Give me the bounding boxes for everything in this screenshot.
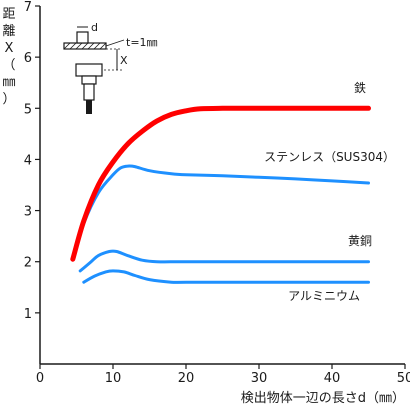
x-tick-label: 50 (397, 371, 410, 386)
x-tick-label: 30 (251, 371, 268, 386)
y-axis-label-char: 離 (2, 24, 15, 39)
y-axis-label-char: 距 (2, 7, 15, 22)
d-label: d (91, 21, 98, 34)
series-line-1 (71, 164, 370, 261)
x-tick-label: 10 (105, 371, 122, 386)
series-label-3: アルミニウム (288, 289, 360, 303)
series-label-0: 鉄 (354, 80, 366, 95)
x-axis-label: 検出物体一辺の長さd（㎜） (241, 391, 405, 406)
t-label: t=1㎜ (126, 36, 158, 49)
series-line-3 (82, 269, 370, 284)
x-tick-label: 40 (324, 371, 341, 386)
y-axis-label-char: X (5, 41, 14, 56)
sensor-head (75, 63, 103, 77)
target-object (76, 31, 89, 44)
y-tick-label: 1 (24, 307, 32, 322)
series-label-2: 黄銅 (348, 234, 372, 248)
x-axis-ticks: 0 10 20 30 40 50 (36, 364, 410, 386)
y-tick-label: 3 (24, 205, 32, 220)
y-axis-ticks: 1 2 3 4 5 6 7 (24, 0, 40, 322)
plate-hatch (63, 42, 107, 50)
sensor-body (83, 83, 95, 101)
series-label-1: ステンレス（SUS304） (264, 150, 395, 164)
y-tick-label: 2 (24, 256, 32, 271)
y-tick-label: 6 (24, 51, 32, 66)
sensor-nut (81, 75, 97, 85)
series-line-0 (70, 105, 371, 262)
y-tick-label: 4 (24, 153, 32, 168)
series-line-2 (78, 249, 370, 273)
y-axis-label-char: ㎜ (2, 75, 15, 90)
x-tick-label: 0 (36, 371, 44, 386)
sensor-cable (86, 100, 92, 114)
y-tick-label: 7 (24, 0, 32, 15)
y-axis-label: 距離X （ ㎜ ） (2, 7, 15, 107)
sensor-diagram-inset: d X t=1㎜ (63, 21, 158, 114)
y-tick-label: 5 (24, 102, 32, 117)
series-layer (70, 105, 371, 284)
y-axis-label-char: ） (2, 92, 15, 107)
y-axis-label-char: （ (2, 58, 15, 73)
t-pointer (105, 39, 125, 47)
x-label: X (120, 54, 128, 67)
x-tick-label: 20 (178, 371, 195, 386)
